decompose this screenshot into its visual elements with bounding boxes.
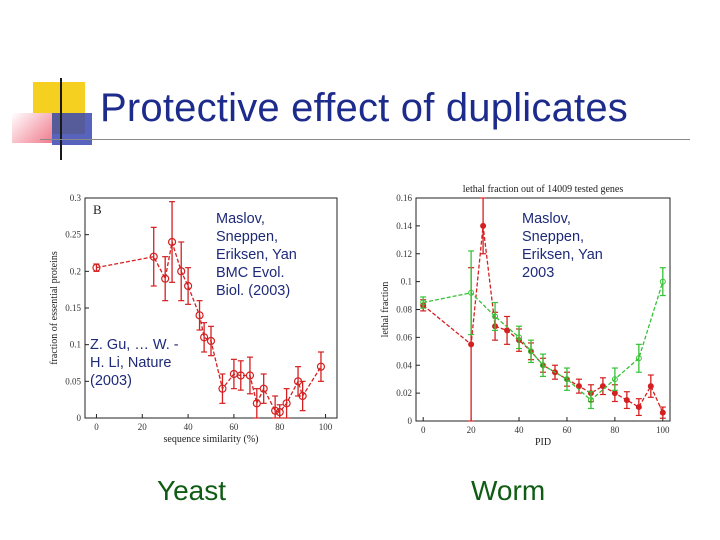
x-tick-label: 100 xyxy=(656,425,670,435)
worm-chart: 0 20 40 60 80 100 0 0.02 0.04 0.06 0.08 0.1 0.12 0.14… xyxy=(380,184,671,448)
data-point-yeast xyxy=(271,406,280,415)
chart-title: lethal fraction out of 14009 tested gene… xyxy=(463,184,624,195)
data-point-yeast xyxy=(259,384,268,393)
data-point-red xyxy=(635,404,642,411)
data-point-red xyxy=(480,222,487,229)
data-point-yeast xyxy=(245,371,255,380)
x-tick-label: 0 xyxy=(94,422,99,432)
data-point-green xyxy=(492,313,499,320)
data-point-red xyxy=(504,327,511,334)
data-point-yeast xyxy=(92,263,101,272)
y-tick-label: 0.25 xyxy=(65,230,81,240)
data-point-red xyxy=(659,409,666,416)
data-point-yeast xyxy=(298,391,307,401)
y-tick-label: 0.1 xyxy=(401,277,412,287)
data-point-green xyxy=(635,355,642,362)
y-tick-label: 0 xyxy=(408,416,413,426)
data-point-red xyxy=(611,390,618,397)
x-tick-label: 40 xyxy=(184,422,194,432)
data-point-green xyxy=(659,278,666,285)
x-tick-label: 40 xyxy=(515,425,525,435)
y-tick-label: 0.14 xyxy=(396,221,412,231)
y-tick-label: 0.16 xyxy=(396,193,412,203)
y-tick-label: 0.04 xyxy=(396,360,412,370)
data-point-red xyxy=(468,341,475,348)
y-tick-label: 0.1 xyxy=(70,340,81,350)
y-tick-label: 0.08 xyxy=(396,305,412,315)
data-point-green xyxy=(528,348,535,355)
data-point-yeast xyxy=(149,252,158,261)
y-axis-label: fraction of essential proteins xyxy=(49,251,60,365)
x-tick-label: 20 xyxy=(138,422,148,432)
data-point-red xyxy=(575,383,582,390)
data-point-yeast xyxy=(200,333,209,342)
data-point-yeast xyxy=(316,362,326,371)
data-point-red xyxy=(647,383,654,390)
data-point-green xyxy=(587,397,594,404)
deco-pink-square xyxy=(12,113,52,143)
data-point-yeast xyxy=(275,408,284,417)
x-tick-label: 0 xyxy=(421,425,426,435)
deco-horizontal-line xyxy=(40,139,690,140)
data-point-green xyxy=(611,376,618,383)
x-tick-label: 100 xyxy=(319,422,333,432)
yeast-chart: 0 20 40 60 80 100 0 0.05 0.1 0.15 0.2 0.25 0.3 sequen… xyxy=(49,193,338,445)
data-point-yeast xyxy=(236,371,245,380)
slide-title: Protective effect of duplicates xyxy=(100,86,628,130)
note-gu-nature: Z. Gu, … W. -H. Li, Nature (2003) xyxy=(90,336,180,390)
y-axis-label: lethal fraction xyxy=(380,282,391,338)
data-point-yeast xyxy=(177,267,186,276)
y-tick-label: 0.2 xyxy=(70,266,81,276)
data-point-yeast xyxy=(161,274,170,283)
data-point-yeast xyxy=(206,336,216,346)
data-point-yeast xyxy=(195,311,204,320)
note-maslov-bmc: Maslov, Sneppen, Eriksen, Yan BMC Evol. … xyxy=(216,211,297,299)
x-axis-label: PID xyxy=(535,437,551,448)
data-point-red xyxy=(599,383,606,390)
y-tick-label: 0.06 xyxy=(396,332,412,342)
x-tick-label: 20 xyxy=(467,425,477,435)
data-point-yeast xyxy=(282,399,291,408)
data-point-green xyxy=(516,334,523,341)
y-tick-label: 0.12 xyxy=(396,249,412,259)
x-tick-label: 60 xyxy=(562,425,572,435)
y-tick-label: 0.3 xyxy=(70,193,82,203)
deco-blue-square xyxy=(52,113,92,145)
y-tick-label: 0.15 xyxy=(65,303,81,313)
x-axis-label: sequence similarity (%) xyxy=(164,434,259,445)
data-point-yeast xyxy=(183,281,193,291)
data-point-green xyxy=(420,299,427,306)
x-tick-label: 60 xyxy=(229,422,239,432)
y-tick-label: 0.05 xyxy=(65,376,81,386)
panel-label: B xyxy=(93,202,102,217)
y-tick-label: 0.02 xyxy=(396,388,412,398)
data-point-red xyxy=(623,397,630,404)
yeast-caption: Yeast xyxy=(157,475,227,506)
deco-vertical-line xyxy=(60,78,62,160)
x-tick-label: 80 xyxy=(275,422,285,432)
data-point-green xyxy=(563,376,570,383)
data-point-yeast xyxy=(218,384,227,393)
worm-caption: Worm xyxy=(471,475,546,506)
data-point-green xyxy=(468,289,475,296)
data-point-yeast xyxy=(167,237,177,247)
series-line-green xyxy=(423,281,664,401)
y-tick-label: 0 xyxy=(77,413,82,423)
data-point-green xyxy=(540,362,546,369)
data-point-yeast xyxy=(252,399,261,408)
note-maslov-2003: Maslov, Sneppen, Eriksen, Yan 2003 xyxy=(522,210,622,282)
x-tick-label: 80 xyxy=(610,425,620,435)
